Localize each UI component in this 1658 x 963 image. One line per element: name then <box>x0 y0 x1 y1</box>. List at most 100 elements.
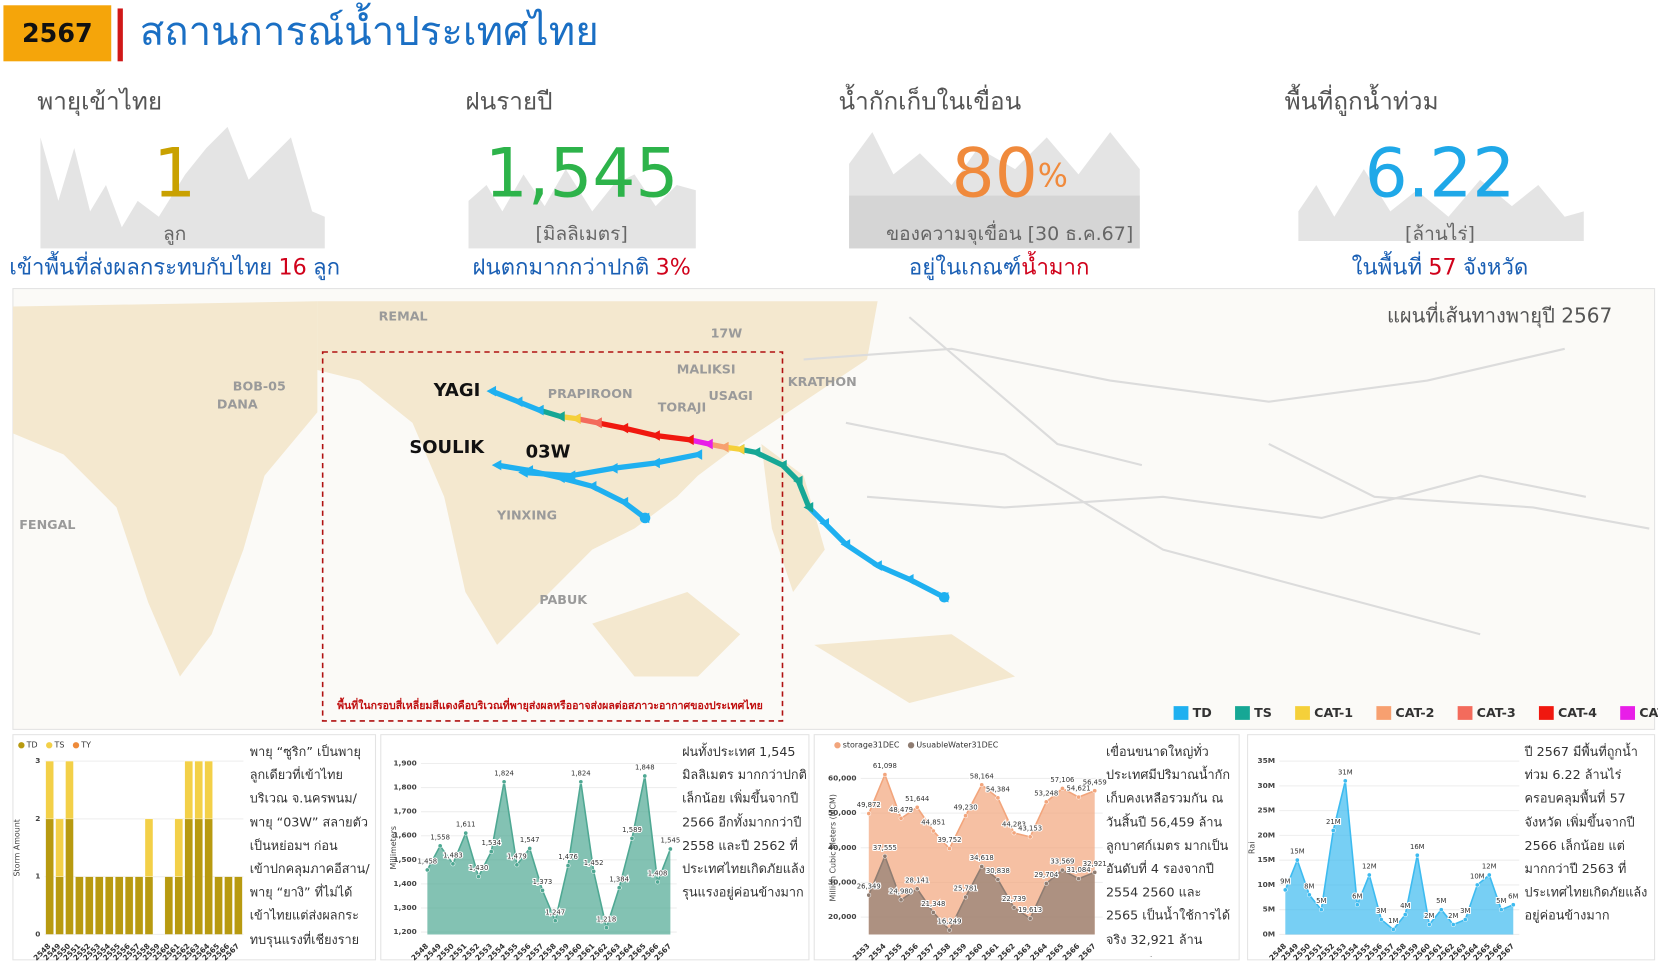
value-label: 29,704 <box>1034 871 1058 879</box>
line <box>1284 780 1514 931</box>
value-label: 1,458 <box>418 857 438 865</box>
kpi-unit: ของความจุเขื่อน [30 ธ.ค.67] <box>886 220 1133 246</box>
place-label: KRATHON <box>788 374 857 389</box>
point <box>629 836 635 841</box>
y-tick-label: 1 <box>35 872 40 881</box>
point <box>1027 834 1033 840</box>
track-arrow <box>904 573 914 585</box>
kpi-number: 6.22 <box>1365 133 1516 212</box>
value-label: 54,384 <box>986 785 1010 793</box>
value-label: 1,483 <box>443 851 463 859</box>
point <box>1498 907 1504 913</box>
y-tick-label: 1,400 <box>393 879 416 888</box>
bar-segment <box>194 818 203 935</box>
point <box>668 846 673 852</box>
map-note: พื้นที่ในกรอบสี่เหลี่ยมสีแดงคือบริเวณที่… <box>337 697 763 713</box>
point <box>979 782 985 788</box>
value-label: 1,476 <box>558 853 578 861</box>
value-label: 1,558 <box>430 833 450 841</box>
bar-segment <box>234 876 243 935</box>
point <box>1027 916 1033 921</box>
divider <box>117 8 123 62</box>
description: ฝนทั้งประเทศ 1,545 มิลลิเมตร มากกว่าปกติ… <box>682 744 807 900</box>
point <box>1011 830 1017 836</box>
value-label: 1,408 <box>648 870 668 878</box>
point <box>882 853 888 859</box>
point <box>947 846 952 852</box>
value-label: 16M <box>1410 843 1425 851</box>
point <box>1426 922 1432 927</box>
y-tick-label: 3 <box>35 756 40 765</box>
bar-segment <box>204 818 213 935</box>
y-axis-title: Millimeters <box>389 826 398 870</box>
legend-label: TD <box>1193 705 1212 720</box>
track-end <box>938 591 950 603</box>
value-label: 5M <box>1436 897 1446 905</box>
point <box>463 830 469 836</box>
value-label: 5M <box>1496 897 1506 905</box>
track-arrow <box>750 447 761 458</box>
value-label: 2M <box>1424 912 1434 920</box>
place-label: USAGI <box>708 388 752 403</box>
y-tick-label: 50,000 <box>828 808 856 817</box>
y-tick-label: 1,300 <box>393 903 416 912</box>
value-label: 15M <box>1290 848 1305 856</box>
y-tick-label: 30M <box>1257 781 1275 790</box>
area <box>427 776 671 935</box>
value-label: 1,247 <box>545 908 565 916</box>
point <box>514 862 520 868</box>
value-label: 39,752 <box>937 836 961 844</box>
value-label: 6M <box>1352 892 1362 900</box>
value-label: 1,452 <box>584 859 604 867</box>
value-label: 1,218 <box>597 915 617 923</box>
bar-segment <box>204 760 213 820</box>
value-label: 28,141 <box>905 876 929 884</box>
y-axis-title: Rai <box>1247 842 1256 854</box>
value-label: 24,980 <box>889 887 913 895</box>
point <box>1060 867 1065 873</box>
track-arrow <box>571 413 581 424</box>
point <box>995 795 1001 801</box>
description-box: พายุ “ซูริก” เป็นพายุลูกเดียวที่เข้าไทยบ… <box>250 744 370 946</box>
area <box>1285 780 1514 935</box>
legend-swatch <box>1538 706 1554 720</box>
bar-segment <box>184 760 193 820</box>
point <box>1450 922 1456 927</box>
point <box>866 811 872 816</box>
y-tick-label: 35M <box>1257 756 1275 765</box>
point <box>1474 882 1480 888</box>
point <box>450 861 456 867</box>
kpi-note: ในพื้นที่ 57 จังหวัด <box>1352 250 1529 280</box>
place-label: 17W <box>711 326 743 341</box>
point <box>1402 912 1408 918</box>
point <box>1306 892 1312 898</box>
place-label: PABUK <box>539 592 588 607</box>
point <box>1342 778 1348 784</box>
point <box>1092 869 1098 875</box>
track-arrow <box>734 443 745 455</box>
track-arrow <box>565 470 576 481</box>
line <box>426 775 672 931</box>
legend-label: CAT-5 <box>1639 705 1658 720</box>
bar-segment <box>194 760 203 820</box>
value-label: 8M <box>1304 882 1314 890</box>
point <box>914 886 920 892</box>
value-label: 1M <box>1388 917 1398 925</box>
point <box>963 894 968 900</box>
point <box>1076 876 1081 882</box>
y-tick-label: 40,000 <box>828 843 856 852</box>
point <box>1294 857 1300 863</box>
value-label: 1,479 <box>507 852 527 860</box>
value-label: 44,283 <box>1002 820 1026 828</box>
legend-label: CAT-1 <box>1314 705 1353 720</box>
place-label: REMAL <box>379 309 428 324</box>
storm-track <box>596 420 690 443</box>
point <box>995 877 1001 882</box>
legend-dot <box>834 742 841 749</box>
point <box>1092 788 1098 794</box>
kpi-label: พื้นที่ถูกน้ำท่วม <box>1285 84 1439 117</box>
value-label: 12M <box>1362 863 1377 871</box>
place-label: FENGAL <box>19 517 75 532</box>
point <box>1366 872 1372 878</box>
